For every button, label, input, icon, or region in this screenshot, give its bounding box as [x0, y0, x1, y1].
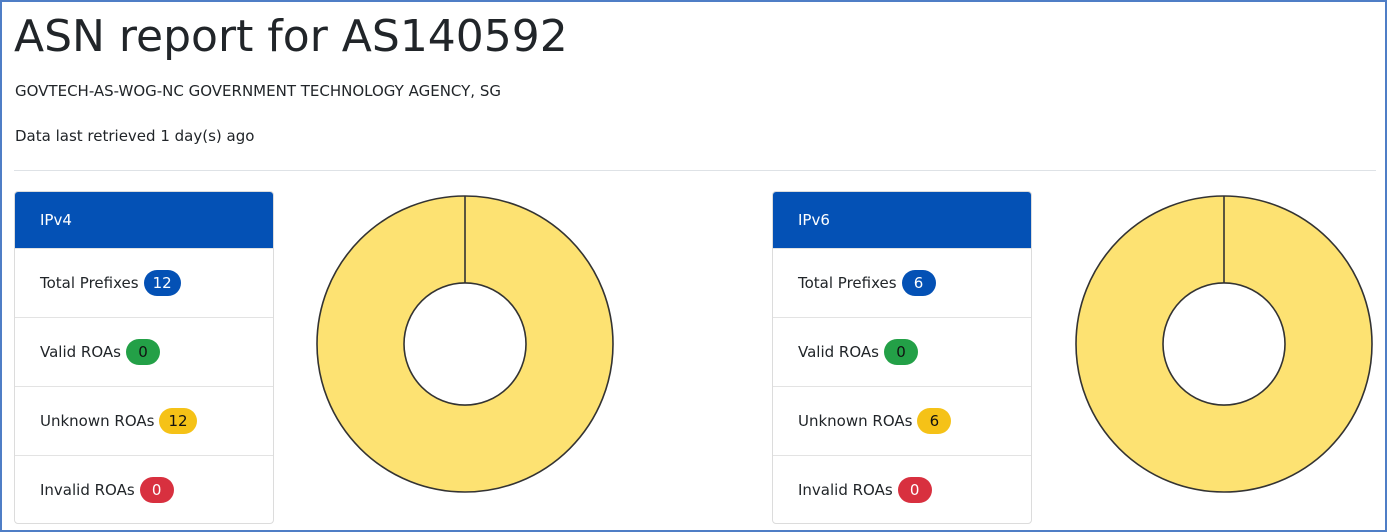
- unknown-roas-badge: 6: [917, 408, 952, 434]
- ipv4-total-prefixes-row: Total Prefixes 12: [15, 248, 273, 317]
- ipv4-unknown-roas-row: Unknown ROAs 12: [15, 386, 273, 455]
- valid-roas-label: Valid ROAs: [40, 343, 121, 361]
- ipv4-valid-roas-row: Valid ROAs 0: [15, 317, 273, 386]
- invalid-roas-label: Invalid ROAs: [798, 481, 893, 499]
- total-prefixes-badge: 6: [901, 270, 936, 296]
- ipv6-valid-roas-row: Valid ROAs 0: [773, 317, 1031, 386]
- total-prefixes-label: Total Prefixes: [40, 274, 139, 292]
- unknown-roas-badge: 12: [159, 408, 197, 434]
- valid-roas-badge: 0: [125, 339, 160, 365]
- ipv4-card-header: IPv4: [15, 192, 273, 248]
- ipv6-card: IPv6 Total Prefixes 6 Valid ROAs 0 Unkno…: [772, 191, 1032, 524]
- ipv6-unknown-roas-row: Unknown ROAs 6: [773, 386, 1031, 455]
- total-prefixes-label: Total Prefixes: [798, 274, 897, 292]
- donut-slice-unknown-roas: [316, 195, 614, 493]
- donut-slice-unknown-roas: [1075, 195, 1373, 493]
- invalid-roas-label: Invalid ROAs: [40, 481, 135, 499]
- ipv4-card: IPv4 Total Prefixes 12 Valid ROAs 0 Unkn…: [14, 191, 274, 524]
- valid-roas-label: Valid ROAs: [798, 343, 879, 361]
- total-prefixes-badge: 12: [143, 270, 181, 296]
- divider: [14, 170, 1376, 171]
- invalid-roas-badge: 0: [897, 477, 932, 503]
- valid-roas-badge: 0: [883, 339, 918, 365]
- unknown-roas-label: Unknown ROAs: [798, 412, 913, 430]
- data-retrieved-text: Data last retrieved 1 day(s) ago: [15, 127, 255, 145]
- as-name-subtitle: GOVTECH-AS-WOG-NC GOVERNMENT TECHNOLOGY …: [15, 82, 501, 100]
- invalid-roas-badge: 0: [139, 477, 174, 503]
- unknown-roas-label: Unknown ROAs: [40, 412, 155, 430]
- ipv4-roa-donut-chart: [316, 195, 614, 493]
- ipv6-roa-donut-chart: [1075, 195, 1373, 493]
- page-title: ASN report for AS140592: [14, 11, 568, 62]
- ipv6-total-prefixes-row: Total Prefixes 6: [773, 248, 1031, 317]
- ipv6-invalid-roas-row: Invalid ROAs 0: [773, 455, 1031, 523]
- ipv6-card-header: IPv6: [773, 192, 1031, 248]
- ipv4-invalid-roas-row: Invalid ROAs 0: [15, 455, 273, 523]
